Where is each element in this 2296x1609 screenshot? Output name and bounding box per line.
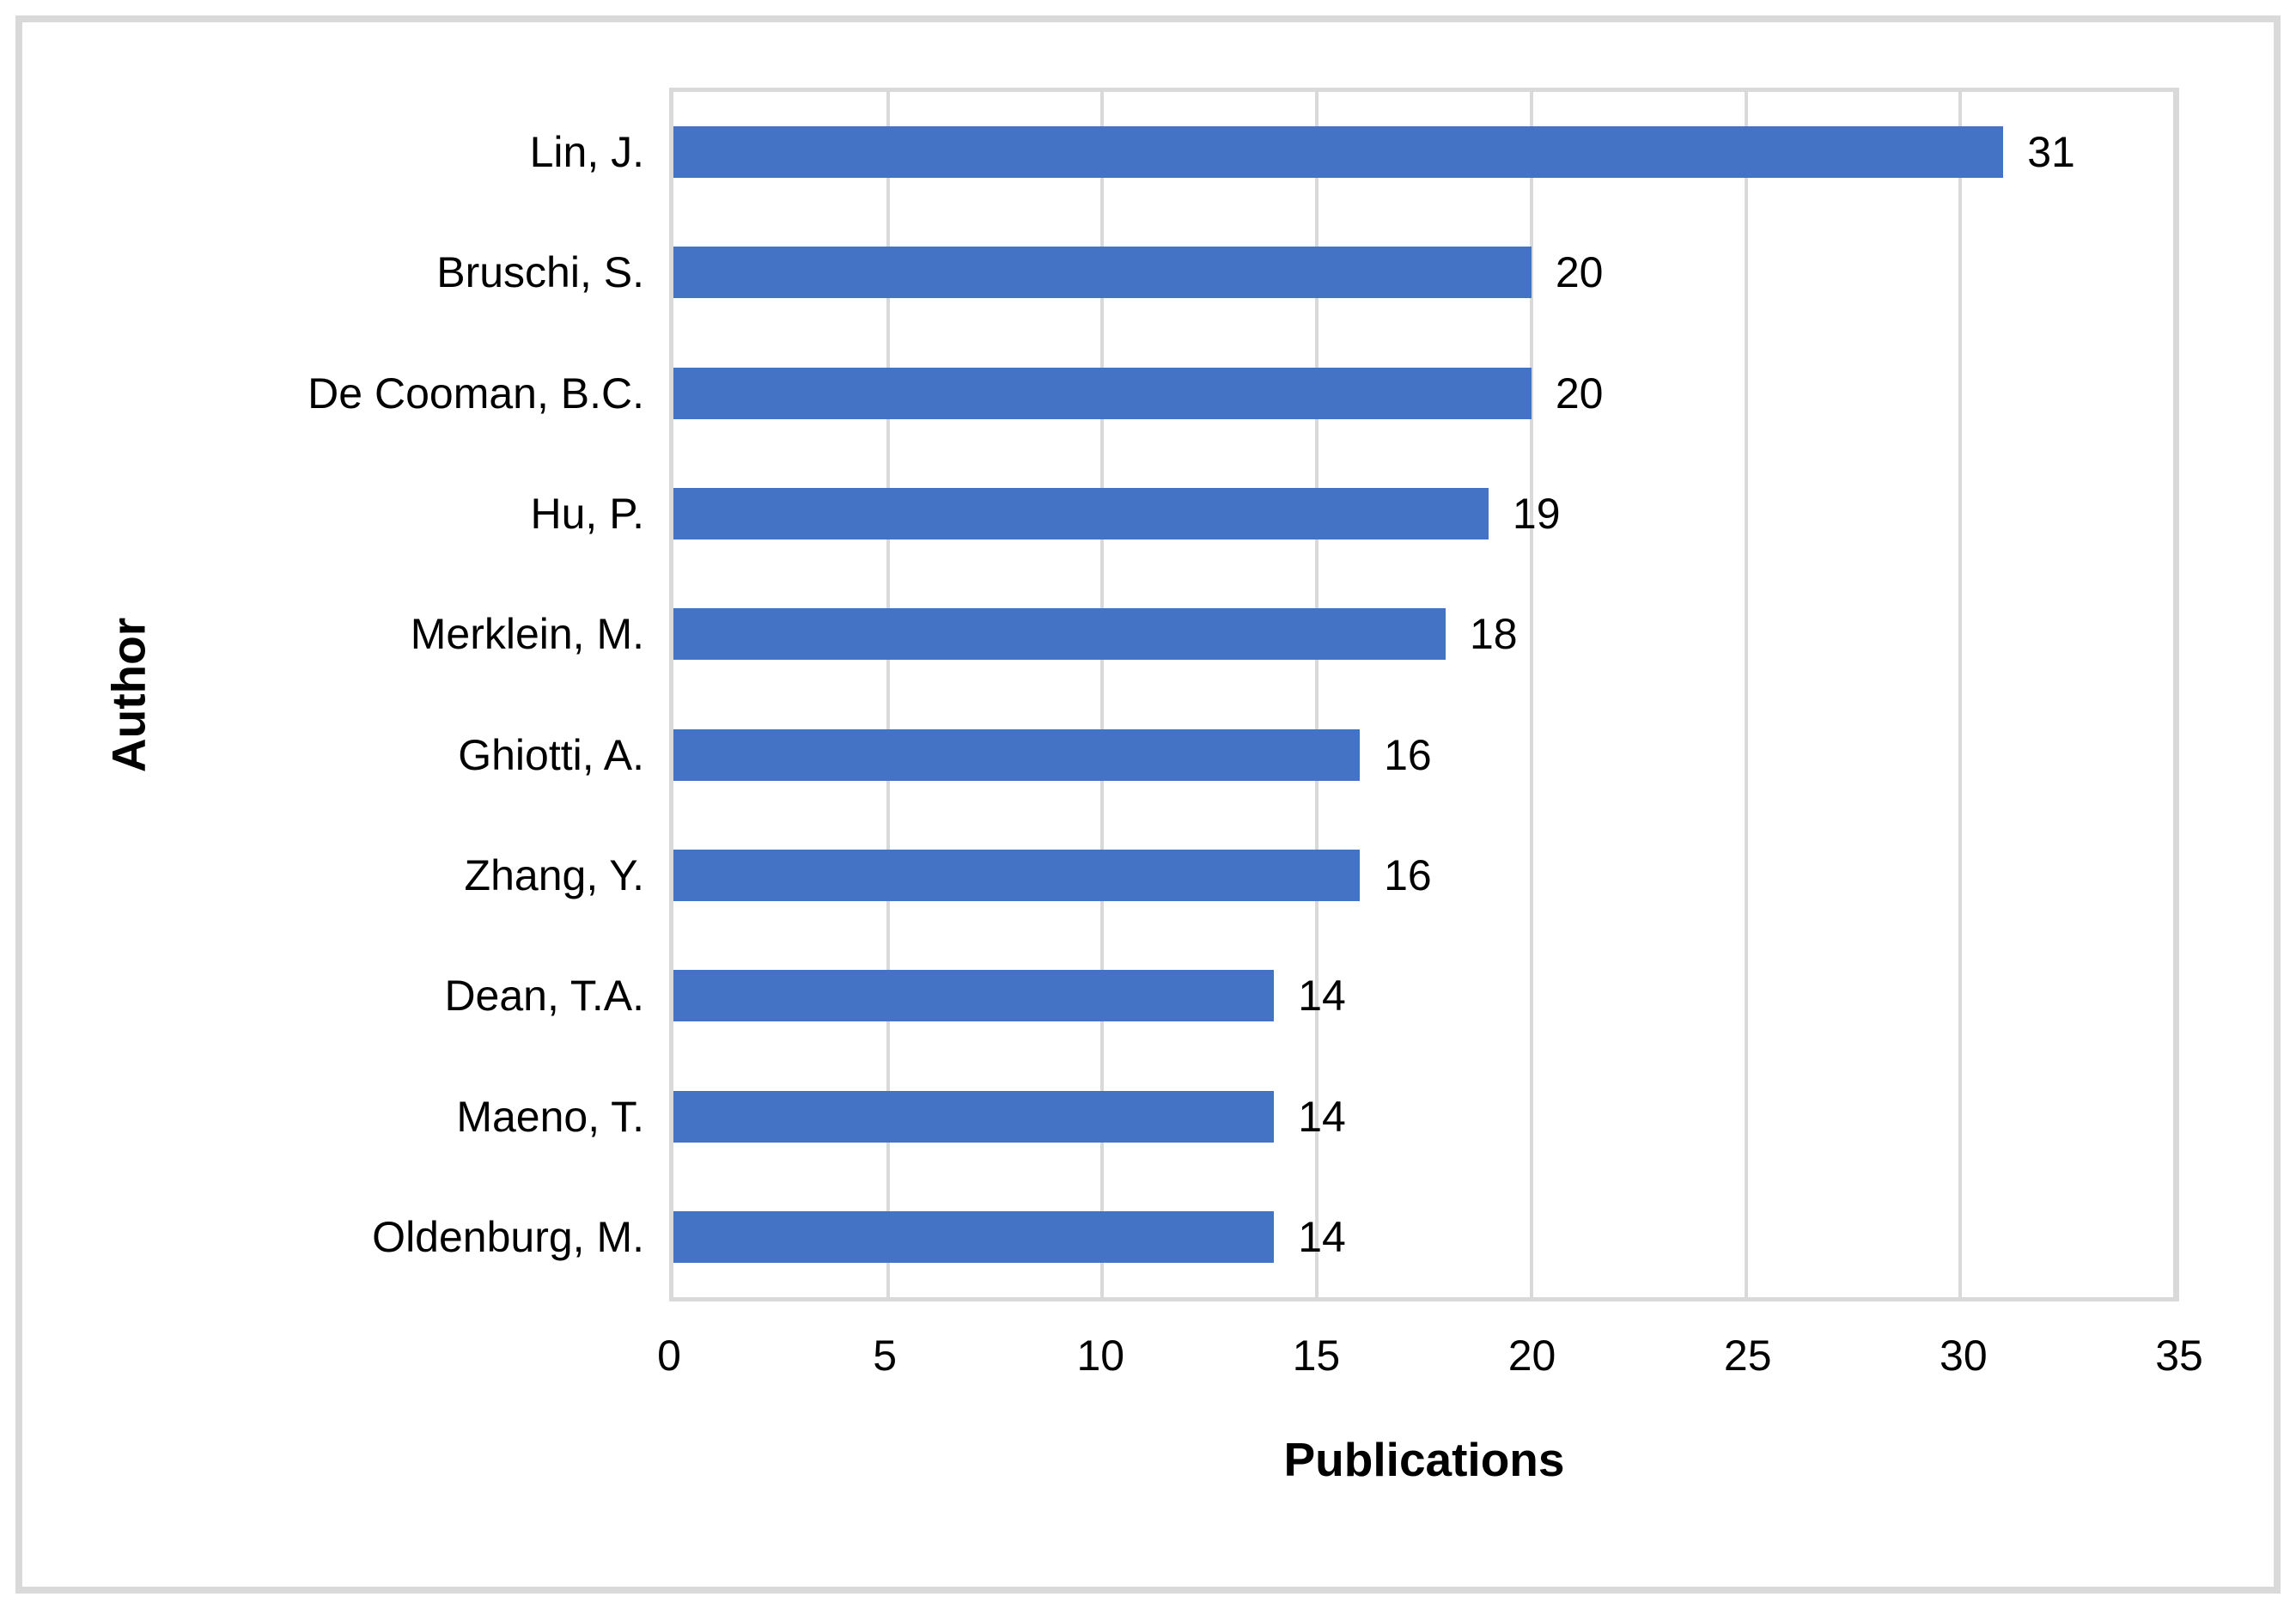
bar-row: Maeno, T. 14 xyxy=(456,1056,2175,1176)
gridline xyxy=(1958,92,1963,1297)
y-axis-title: Author xyxy=(101,617,155,772)
category-label: Ghiotti, A. xyxy=(458,730,644,779)
gridline xyxy=(1315,92,1319,1297)
category-label: Oldenburg, M. xyxy=(372,1212,644,1261)
bar xyxy=(673,970,1275,1022)
x-tick-label: 15 xyxy=(1292,1332,1341,1380)
category-label: Merklein, M. xyxy=(410,610,644,659)
bar xyxy=(673,849,1361,901)
value-label: 14 xyxy=(1298,1212,1346,1261)
value-label: 20 xyxy=(1555,248,1604,297)
value-label: 19 xyxy=(1512,490,1561,539)
value-label: 20 xyxy=(1555,369,1604,417)
category-label: Lin, J. xyxy=(529,128,644,177)
plot-area: Lin, J. 31 Bruschi, S. 20 De Cooman, B.C. 20 H… xyxy=(308,88,2179,1301)
value-label: 16 xyxy=(1384,850,1432,899)
chart-outer-frame xyxy=(15,15,2281,1594)
category-label: Dean, T.A. xyxy=(444,972,644,1021)
bar-row: Oldenburg, M. 14 xyxy=(372,1177,2175,1297)
x-tick-label: 25 xyxy=(1723,1332,1772,1380)
category-label: Bruschi, S. xyxy=(436,248,644,297)
x-tick-label: 0 xyxy=(657,1332,681,1380)
category-label: Zhang, Y. xyxy=(464,850,644,899)
bar xyxy=(673,608,1446,661)
bar-row: Hu, P. 19 xyxy=(531,454,2175,574)
category-label: De Cooman, B.C. xyxy=(308,369,644,417)
value-label: 16 xyxy=(1384,730,1432,779)
value-label: 31 xyxy=(2027,128,2075,177)
x-axis-ticks: 0 5 10 15 20 25 30 35 xyxy=(657,1332,2203,1386)
bar xyxy=(673,126,2004,179)
x-tick-label: 10 xyxy=(1076,1332,1125,1380)
value-label: 14 xyxy=(1298,1092,1346,1141)
bar xyxy=(673,488,1489,540)
x-tick-label: 20 xyxy=(1507,1332,1556,1380)
value-label: 14 xyxy=(1298,972,1346,1021)
bar-row: De Cooman, B.C. 20 xyxy=(308,333,2175,454)
x-tick-label: 5 xyxy=(873,1332,898,1380)
bar xyxy=(673,1210,1275,1263)
bar-row: Zhang, Y. 16 xyxy=(465,815,2175,936)
category-label: Hu, P. xyxy=(530,490,645,539)
x-tick-label: 30 xyxy=(1940,1332,1988,1380)
gridline xyxy=(1100,92,1105,1297)
x-axis-title: Publications xyxy=(1283,1433,1565,1486)
x-tick-label: 35 xyxy=(2155,1332,2203,1380)
category-label: Maeno, T. xyxy=(456,1092,644,1141)
bar xyxy=(673,728,1361,781)
bar-row: Lin, J. 31 xyxy=(530,92,2175,212)
bar-row: Ghiotti, A. 16 xyxy=(458,695,2175,815)
gridline xyxy=(2173,92,2177,1297)
gridline xyxy=(1529,92,1533,1297)
bar xyxy=(673,247,1532,299)
value-label: 18 xyxy=(1469,610,1518,659)
bar xyxy=(673,367,1532,419)
bar-row: Merklein, M. 18 xyxy=(411,574,2175,694)
bar-row: Bruschi, S. 20 xyxy=(436,212,2175,332)
gridline xyxy=(886,92,890,1297)
gridline xyxy=(1744,92,1748,1297)
bar xyxy=(673,1090,1275,1143)
bar-row: Dean, T.A. 14 xyxy=(444,936,2175,1056)
